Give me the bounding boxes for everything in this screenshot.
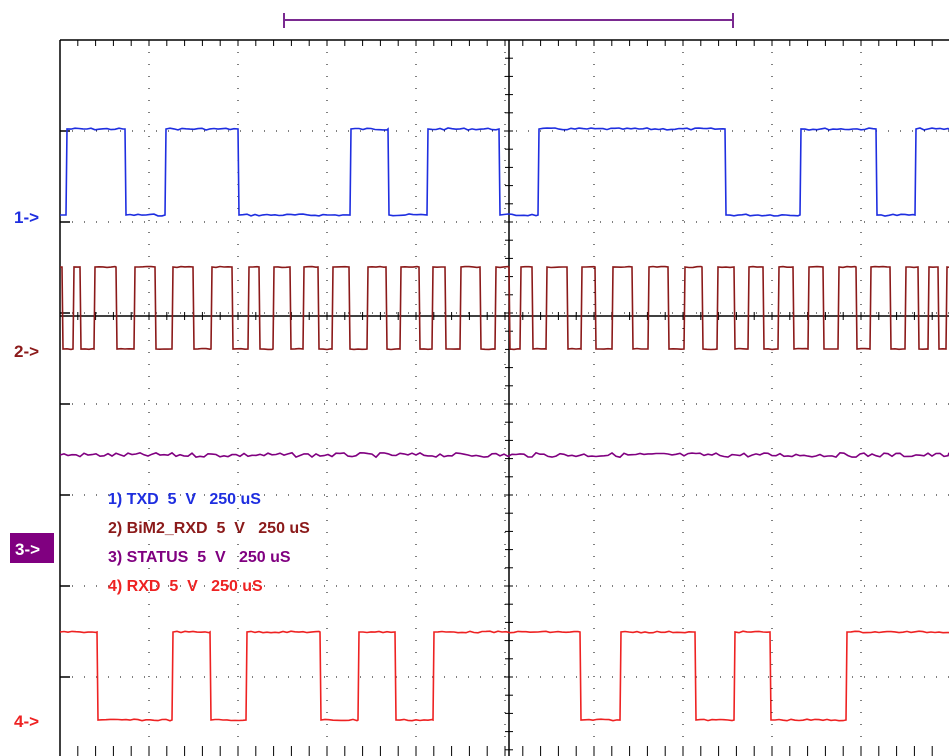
marker-ch3-box <box>10 533 54 563</box>
marker-ch4: 4-> <box>14 712 39 731</box>
marker-ch2: 2-> <box>14 342 39 361</box>
legend-ch1: 1) TXD 5 V 250 uS <box>108 491 261 508</box>
legend-ch4: 4) RXD 5 V 250 uS <box>108 578 263 595</box>
channel-markers: 1-> 2-> 3-> 4-> <box>10 208 54 731</box>
time-cursor-bar[interactable] <box>283 13 734 28</box>
trace-ch4 <box>59 630 949 722</box>
legend-ch3: 3) STATUS 5 V 250 uS <box>108 549 291 566</box>
waveform-traces <box>59 127 949 722</box>
channel-legend: 1) TXD 5 V 250 uS 2) BiM2_RXD 5 V 250 uS… <box>108 491 310 595</box>
trace-ch1 <box>60 127 949 217</box>
marker-ch3: 3-> <box>15 540 40 559</box>
legend-ch2: 2) BiM2_RXD 5 V 250 uS <box>108 520 310 537</box>
marker-ch1: 1-> <box>14 208 39 227</box>
trace-ch2 <box>60 265 949 351</box>
trace-ch3 <box>59 451 949 459</box>
